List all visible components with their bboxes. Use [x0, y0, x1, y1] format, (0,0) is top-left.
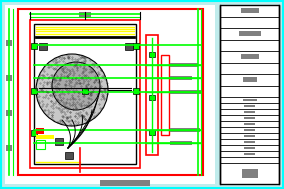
- Bar: [244, 117, 255, 119]
- Bar: [6, 145, 12, 151]
- Bar: [79, 12, 91, 17]
- Bar: [133, 43, 139, 49]
- Bar: [243, 77, 256, 82]
- Bar: [170, 63, 198, 67]
- Bar: [36, 128, 44, 134]
- Bar: [82, 88, 88, 94]
- Bar: [34, 24, 136, 164]
- Bar: [241, 169, 258, 178]
- Circle shape: [52, 62, 100, 110]
- Bar: [244, 135, 255, 137]
- Bar: [30, 20, 140, 168]
- Bar: [65, 152, 73, 159]
- Bar: [241, 8, 258, 13]
- Bar: [244, 147, 255, 149]
- Bar: [244, 105, 255, 107]
- Bar: [149, 95, 155, 100]
- Bar: [55, 138, 63, 145]
- Bar: [170, 128, 200, 132]
- Bar: [239, 31, 260, 36]
- Bar: [149, 130, 155, 135]
- Bar: [5, 5, 215, 184]
- Bar: [161, 55, 169, 135]
- Bar: [244, 123, 255, 125]
- Bar: [31, 88, 37, 94]
- Bar: [31, 130, 37, 136]
- Bar: [170, 141, 192, 145]
- Bar: [36, 135, 54, 139]
- Bar: [149, 52, 155, 57]
- Bar: [133, 88, 139, 94]
- Bar: [31, 43, 37, 49]
- Bar: [170, 76, 192, 80]
- Bar: [6, 75, 12, 81]
- Bar: [146, 35, 158, 155]
- Bar: [125, 43, 133, 50]
- Bar: [220, 5, 279, 184]
- Bar: [6, 110, 12, 116]
- Bar: [18, 9, 203, 175]
- Bar: [244, 129, 255, 131]
- Bar: [243, 99, 256, 101]
- Circle shape: [36, 54, 108, 126]
- Bar: [244, 141, 255, 143]
- Bar: [244, 153, 255, 155]
- Bar: [6, 40, 12, 46]
- Bar: [244, 111, 255, 113]
- Bar: [39, 43, 47, 50]
- Bar: [100, 180, 150, 186]
- Bar: [36, 140, 45, 149]
- Bar: [241, 54, 258, 59]
- Bar: [170, 90, 202, 94]
